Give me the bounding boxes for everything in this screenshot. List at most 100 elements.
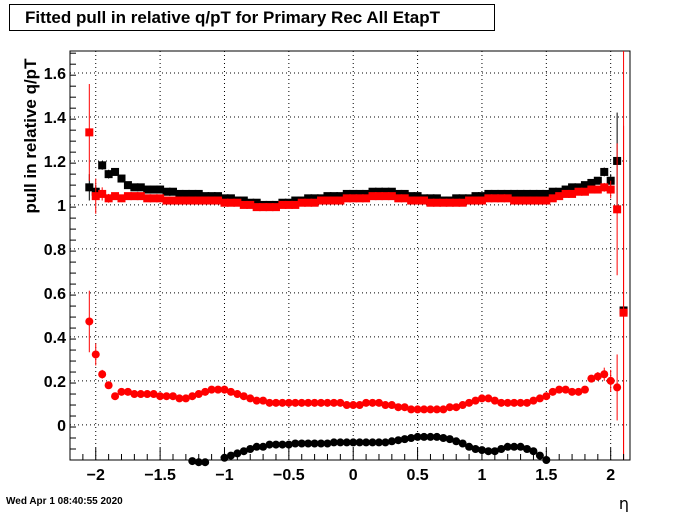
data-point-circle — [420, 432, 429, 441]
data-point-circle — [278, 398, 287, 407]
data-point-circle — [342, 438, 351, 447]
data-point-square — [516, 189, 525, 198]
x-tick-label: 1.5 — [535, 467, 557, 484]
data-point-circle — [394, 436, 403, 445]
data-point-square — [362, 189, 371, 198]
data-point-square — [484, 194, 493, 203]
data-point-square — [149, 194, 158, 203]
timestamp: Wed Apr 1 08:40:55 2020 — [6, 496, 123, 507]
data-point-circle — [516, 442, 525, 451]
data-point-square — [175, 189, 184, 198]
data-point-circle — [214, 385, 223, 394]
data-point-square — [568, 189, 577, 198]
data-point-circle — [85, 317, 94, 326]
data-point-square — [201, 192, 210, 201]
data-point-square — [561, 189, 570, 198]
data-point-circle — [407, 434, 416, 443]
data-point-square — [458, 198, 467, 207]
data-point-square — [458, 194, 467, 203]
data-point-square — [374, 192, 383, 201]
data-point-square — [323, 192, 332, 201]
data-point-square — [420, 196, 429, 205]
y-tick-label: 0.2 — [44, 374, 66, 391]
data-point-circle — [265, 398, 274, 407]
data-point-circle — [271, 398, 280, 407]
data-point-circle — [465, 442, 474, 451]
data-point-circle — [484, 394, 493, 403]
data-point-circle — [529, 396, 538, 405]
data-point-square — [381, 192, 390, 201]
data-point-circle — [529, 447, 538, 456]
data-point-circle — [600, 370, 609, 379]
data-point-circle — [291, 398, 300, 407]
data-point-square — [226, 194, 235, 203]
data-point-circle — [297, 439, 306, 448]
data-point-square — [130, 183, 139, 192]
data-point-circle — [98, 370, 107, 379]
data-point-circle — [548, 387, 557, 396]
data-point-circle — [252, 396, 261, 405]
data-point-circle — [439, 405, 448, 414]
data-point-square — [336, 196, 345, 205]
data-point-circle — [265, 440, 274, 449]
data-point-square — [548, 194, 557, 203]
data-point-square — [156, 194, 165, 203]
data-point-square — [329, 196, 338, 205]
data-point-circle — [123, 387, 132, 396]
data-point-square — [239, 196, 248, 205]
data-point-square — [239, 200, 248, 209]
data-point-square — [297, 198, 306, 207]
data-point-circle — [233, 390, 242, 399]
data-point-circle — [226, 451, 235, 460]
x-tick-label: −1.5 — [144, 467, 176, 484]
data-point-square — [284, 200, 293, 209]
data-point-circle — [471, 445, 480, 454]
data-point-square — [400, 189, 409, 198]
x-tick-label: −2 — [87, 467, 105, 484]
data-point-circle — [477, 394, 486, 403]
data-point-circle — [246, 445, 255, 454]
axes: −2 −1.5 −1 −0.5 0 0.5 1 1.5 2 0 0.2 0.4 0.6 0.8 1 1.2 1.… — [44, 52, 625, 484]
data-point-square — [349, 194, 358, 203]
data-point-circle — [510, 398, 519, 407]
data-point-circle — [226, 387, 235, 396]
data-point-circle — [117, 387, 126, 396]
data-point-square — [310, 194, 319, 203]
data-point-square — [362, 194, 371, 203]
chart-title: Fitted pull in relative q/pT for Primary… — [9, 4, 495, 31]
data-point-circle — [130, 390, 139, 399]
data-point-square — [220, 198, 229, 207]
data-point-square — [91, 192, 100, 201]
data-point-square — [587, 178, 596, 187]
data-point-circle — [310, 398, 319, 407]
y-tick-label: 1.2 — [44, 154, 66, 171]
data-point-square — [207, 196, 216, 205]
data-point-square — [452, 198, 461, 207]
data-point-circle — [284, 398, 293, 407]
data-point-circle — [239, 447, 248, 456]
data-point-square — [413, 192, 422, 201]
data-point-square — [117, 174, 126, 183]
data-point-square — [387, 187, 396, 196]
data-point-square — [600, 183, 609, 192]
data-point-circle — [162, 392, 171, 401]
data-point-square — [98, 161, 107, 170]
y-tick-label: 1.6 — [44, 66, 66, 83]
data-point-square — [136, 183, 145, 192]
data-point-circle — [297, 398, 306, 407]
data-point-square — [214, 196, 223, 205]
data-point-circle — [194, 458, 203, 467]
data-point-square — [355, 189, 364, 198]
data-point-circle — [156, 392, 165, 401]
plot-border — [69, 50, 631, 461]
data-point-circle — [355, 401, 364, 410]
data-point-circle — [304, 439, 313, 448]
data-point-circle — [471, 396, 480, 405]
data-point-square — [452, 194, 461, 203]
data-point-circle — [432, 405, 441, 414]
data-point-circle — [484, 447, 493, 456]
data-point-square — [523, 196, 532, 205]
data-point-square — [407, 192, 416, 201]
data-point-square — [162, 187, 171, 196]
data-point-square — [503, 189, 512, 198]
